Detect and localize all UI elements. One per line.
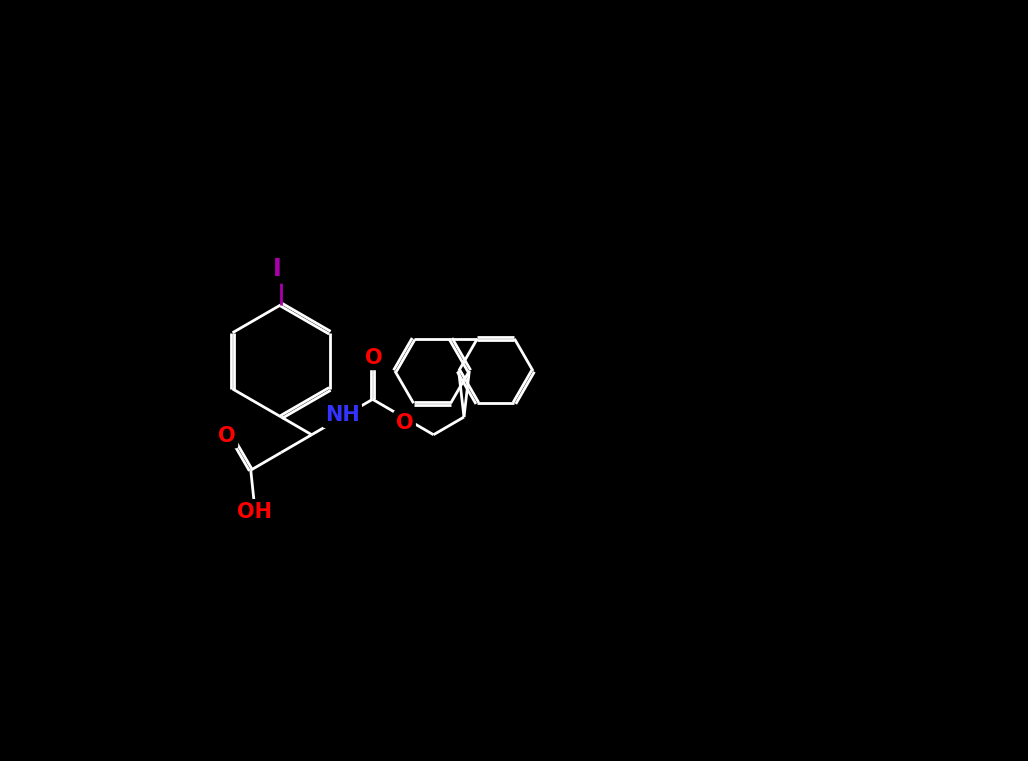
Text: OH: OH xyxy=(236,501,271,521)
Text: O: O xyxy=(396,413,413,433)
Text: I: I xyxy=(273,257,282,281)
Text: NH: NH xyxy=(325,406,360,425)
Text: O: O xyxy=(365,348,383,368)
Text: O: O xyxy=(218,426,235,446)
